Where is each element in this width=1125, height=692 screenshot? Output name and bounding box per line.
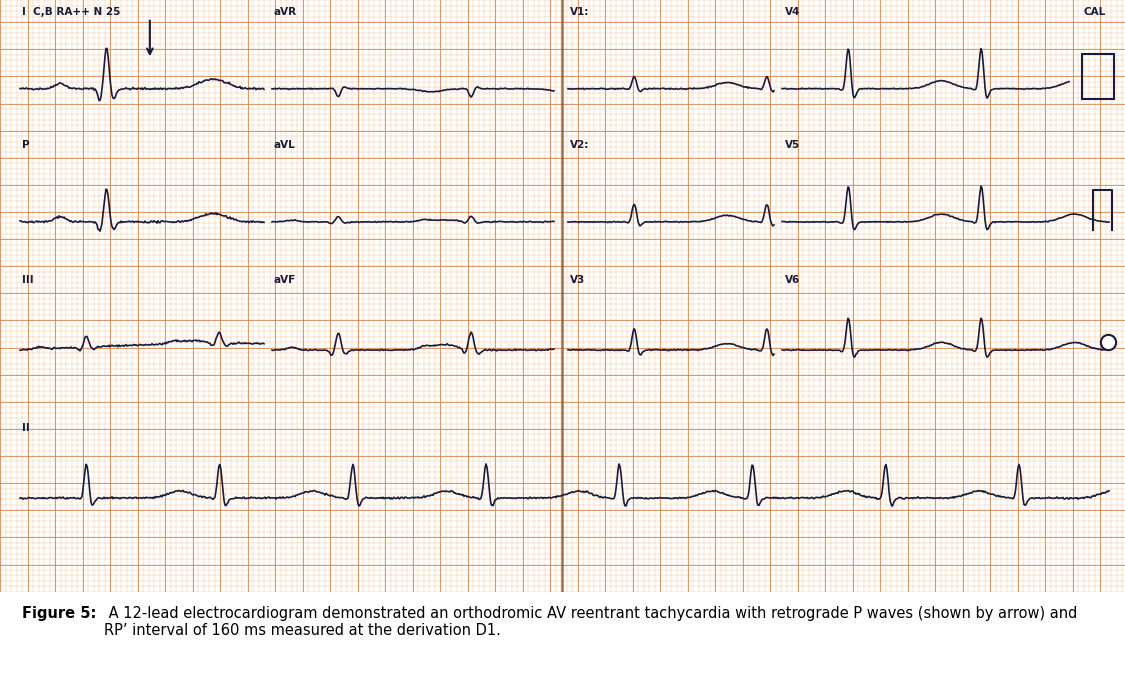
Text: V3: V3	[570, 275, 585, 285]
Text: V5: V5	[785, 140, 800, 150]
Text: aVL: aVL	[274, 140, 296, 150]
Text: P: P	[22, 140, 29, 150]
Text: V4: V4	[785, 7, 800, 17]
Text: aVR: aVR	[274, 7, 297, 17]
Text: V2:: V2:	[570, 140, 590, 150]
Text: I  C,B RA++ N 25: I C,B RA++ N 25	[22, 7, 120, 17]
Text: CAL: CAL	[1083, 7, 1105, 17]
Text: II: II	[22, 423, 29, 433]
Text: aVF: aVF	[274, 275, 296, 285]
Text: A 12-lead electrocardiogram demonstrated an orthodromic AV reentrant tachycardia: A 12-lead electrocardiogram demonstrated…	[104, 606, 1077, 638]
Text: V6: V6	[785, 275, 800, 285]
Text: III: III	[22, 275, 34, 285]
Text: V1:: V1:	[570, 7, 590, 17]
Text: Figure 5:: Figure 5:	[22, 606, 97, 621]
Bar	[1082, 54, 1114, 99]
